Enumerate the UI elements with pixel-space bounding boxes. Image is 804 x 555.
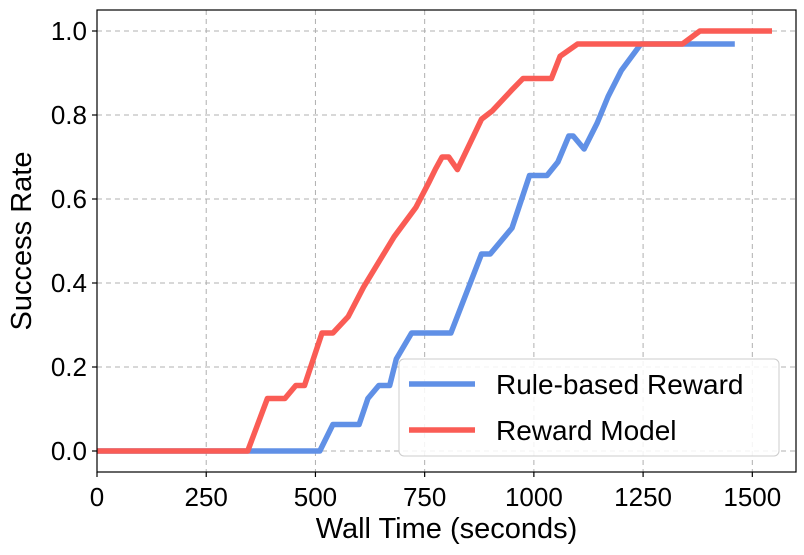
series-line-0 <box>97 41 735 454</box>
y-tick-label: 0.6 <box>51 184 87 214</box>
y-axis-label: Success Rate <box>6 152 38 331</box>
x-tick-label: 0 <box>90 482 104 512</box>
plot-area-frame <box>96 9 797 473</box>
x-tick-label: 250 <box>185 482 228 512</box>
y-tick-label: 1.0 <box>51 16 87 46</box>
x-tick-label: 1000 <box>505 482 563 512</box>
x-axis-label: Wall Time (seconds) <box>316 513 578 545</box>
y-tick-label: 0.0 <box>51 436 87 466</box>
y-tick-label: 0.2 <box>51 352 87 382</box>
x-axis-ticks: 0 250 500 750 1000 1250 1500 <box>90 472 781 512</box>
y-tick-label: 0.8 <box>51 100 87 130</box>
x-tick-label: 750 <box>403 482 446 512</box>
y-tick-label: 0.4 <box>51 268 87 298</box>
y-axis-ticks: 0.0 0.2 0.4 0.6 0.8 1.0 <box>51 16 97 466</box>
x-tick-label: 1250 <box>614 482 672 512</box>
legend: Rule-based Reward Reward Model <box>398 358 780 457</box>
legend-label: Rule-based Reward <box>496 369 743 400</box>
legend-label: Reward Model <box>496 415 677 446</box>
legend-box <box>398 358 780 457</box>
x-tick-label: 1500 <box>723 482 781 512</box>
x-tick-label: 500 <box>294 482 337 512</box>
series-line-1 <box>97 28 772 454</box>
series-layer <box>97 28 772 454</box>
